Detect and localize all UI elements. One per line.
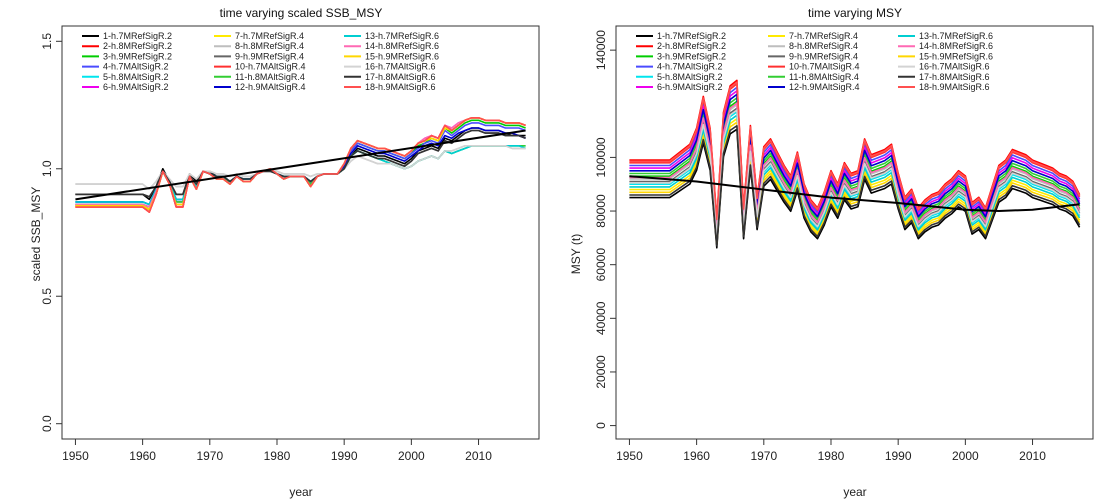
right-y-tick-label: 20000: [594, 355, 608, 389]
right-x-tick-label: 1990: [885, 449, 912, 463]
right-legend: 1-h.7MRefSigR.22-h.8MRefSigR.23-h.9MRefS…: [636, 31, 993, 92]
right-x-tick-label: 1960: [683, 449, 710, 463]
left-series-line-18: [75, 117, 526, 213]
right-legend-label: 11-h.8MAltSigR.4: [789, 72, 859, 82]
left-legend-label: 10-h.7MAltSigR.4: [235, 62, 306, 72]
right-x-axis-label: year: [843, 485, 866, 499]
left-legend-label: 8-h.8MRefSigR.4: [235, 41, 304, 51]
left-legend-label: 14-h.8MRefSigR.6: [365, 41, 439, 51]
left-legend-label: 12-h.9MAltSigR.4: [235, 82, 306, 92]
right-x-tick-label: 1950: [616, 449, 643, 463]
right-x-tick-label: 2010: [1019, 449, 1046, 463]
left-legend-label: 6-h.9MAltSigR.2: [103, 82, 169, 92]
right-trend-group: [629, 175, 1080, 213]
right-series-line-14: [629, 102, 1081, 233]
right-legend-label: 3-h.9MRefSigR.2: [657, 51, 726, 61]
right-legend-label: 14-h.8MRefSigR.6: [919, 41, 993, 51]
left-x-tick-label: 1970: [196, 449, 223, 463]
left-y-tick-label: 0.0: [40, 415, 54, 432]
left-legend-label: 16-h.7MAltSigR.6: [365, 62, 436, 72]
left-y-tick-label: 0.5: [40, 288, 54, 305]
left-trend-group: [75, 129, 526, 201]
right-y-ticks: 0 20000 40000 60000 80000 100000 140000: [594, 30, 616, 429]
left-legend-label: 2-h.8MRefSigR.2: [103, 41, 172, 51]
right-legend-label: 2-h.8MRefSigR.2: [657, 41, 726, 51]
left-legend-label: 9-h.9MRefSigR.4: [235, 51, 304, 61]
right-legend-label: 15-h.9MRefSigR.6: [919, 51, 993, 61]
left-legend-label: 11-h.8MAltSigR.4: [235, 72, 305, 82]
right-legend-label: 9-h.9MRefSigR.4: [789, 51, 858, 61]
left-plot-frame: [61, 25, 540, 440]
left-y-tick-label: 1.5: [40, 33, 54, 50]
right-legend-label: 7-h.7MRefSigR.4: [789, 31, 858, 41]
right-x-ticks: 1950 1960 1970 1980 1990 2000 2010: [616, 439, 1046, 463]
right-y-tick-label: 100000: [594, 137, 608, 177]
left-x-tick-label: 1960: [129, 449, 156, 463]
left-x-ticks: 1950 1960 1970 1980 1990 2000 2010: [62, 439, 492, 463]
left-legend-label: 18-h.9MAltSigR.6: [365, 82, 436, 92]
left-y-axis-label: scaled SSB_MSY: [29, 187, 43, 282]
right-series-line-17: [629, 125, 1081, 247]
right-series-line-18: [629, 81, 1081, 221]
left-legend-label: 1-h.7MRefSigR.2: [103, 31, 172, 41]
left-legend-label: 4-h.7MAltSigR.2: [103, 62, 169, 72]
left-trend-line: [75, 129, 526, 201]
right-series-group: [629, 79, 1081, 249]
left-legend: 1-h.7MRefSigR.22-h.8MRefSigR.23-h.9MRefS…: [82, 31, 439, 92]
right-y-axis-label: MSY (t): [569, 234, 583, 274]
right-series-line-16: [629, 109, 1081, 238]
left-legend-label: 3-h.9MRefSigR.2: [103, 51, 172, 61]
right-legend-label: 13-h.7MRefSigR.6: [919, 31, 993, 41]
left-panel: time varying scaled SSB_MSY year scaled …: [29, 6, 540, 499]
right-x-tick-label: 1970: [750, 449, 777, 463]
right-legend-label: 5-h.8MAltSigR.2: [657, 72, 723, 82]
left-x-tick-label: 1990: [331, 449, 358, 463]
left-x-tick-label: 1950: [62, 449, 89, 463]
left-y-ticks: 0.0 0.5 1.0 1.5: [40, 33, 62, 432]
right-trend-line: [629, 175, 1080, 213]
left-legend-label: 15-h.9MRefSigR.6: [365, 51, 439, 61]
right-series-line-13: [629, 114, 1081, 241]
right-series-line-12: [629, 93, 1081, 228]
left-x-axis-label: year: [289, 485, 312, 499]
right-plot-frame: [615, 25, 1094, 440]
right-legend-label: 12-h.9MAltSigR.4: [789, 82, 860, 92]
right-y-tick-label: 40000: [594, 301, 608, 335]
right-legend-label: 18-h.9MAltSigR.6: [919, 82, 990, 92]
right-legend-label: 10-h.7MAltSigR.4: [789, 62, 860, 72]
left-x-tick-label: 2000: [398, 449, 425, 463]
right-panel: time varying MSY year MSY (t) 1950 1960 19…: [569, 6, 1094, 499]
left-legend-label: 7-h.7MRefSigR.4: [235, 31, 304, 41]
left-legend-label: 13-h.7MRefSigR.6: [365, 31, 439, 41]
right-chart-title: time varying MSY: [808, 6, 902, 20]
right-x-tick-label: 2000: [952, 449, 979, 463]
right-legend-label: 6-h.9MAltSigR.2: [657, 82, 723, 92]
right-legend-label: 16-h.7MAltSigR.6: [919, 62, 990, 72]
right-y-tick-label: 60000: [594, 248, 608, 282]
left-x-tick-label: 1980: [264, 449, 291, 463]
right-y-tick-label: 0: [594, 422, 608, 429]
left-legend-label: 5-h.8MAltSigR.2: [103, 72, 169, 82]
right-legend-label: 8-h.8MRefSigR.4: [789, 41, 858, 51]
right-y-tick-label: 140000: [594, 30, 608, 70]
right-x-tick-label: 1980: [818, 449, 845, 463]
right-legend-label: 1-h.7MRefSigR.2: [657, 31, 726, 41]
left-chart-title: time varying scaled SSB_MSY: [220, 6, 383, 20]
right-y-tick-label: 80000: [594, 194, 608, 228]
left-x-tick-label: 2010: [465, 449, 492, 463]
left-legend-label: 17-h.8MAltSigR.6: [365, 72, 436, 82]
right-legend-label: 4-h.7MAltSigR.2: [657, 62, 723, 72]
right-legend-label: 17-h.8MAltSigR.6: [919, 72, 990, 82]
left-y-tick-label: 1.0: [40, 160, 54, 177]
